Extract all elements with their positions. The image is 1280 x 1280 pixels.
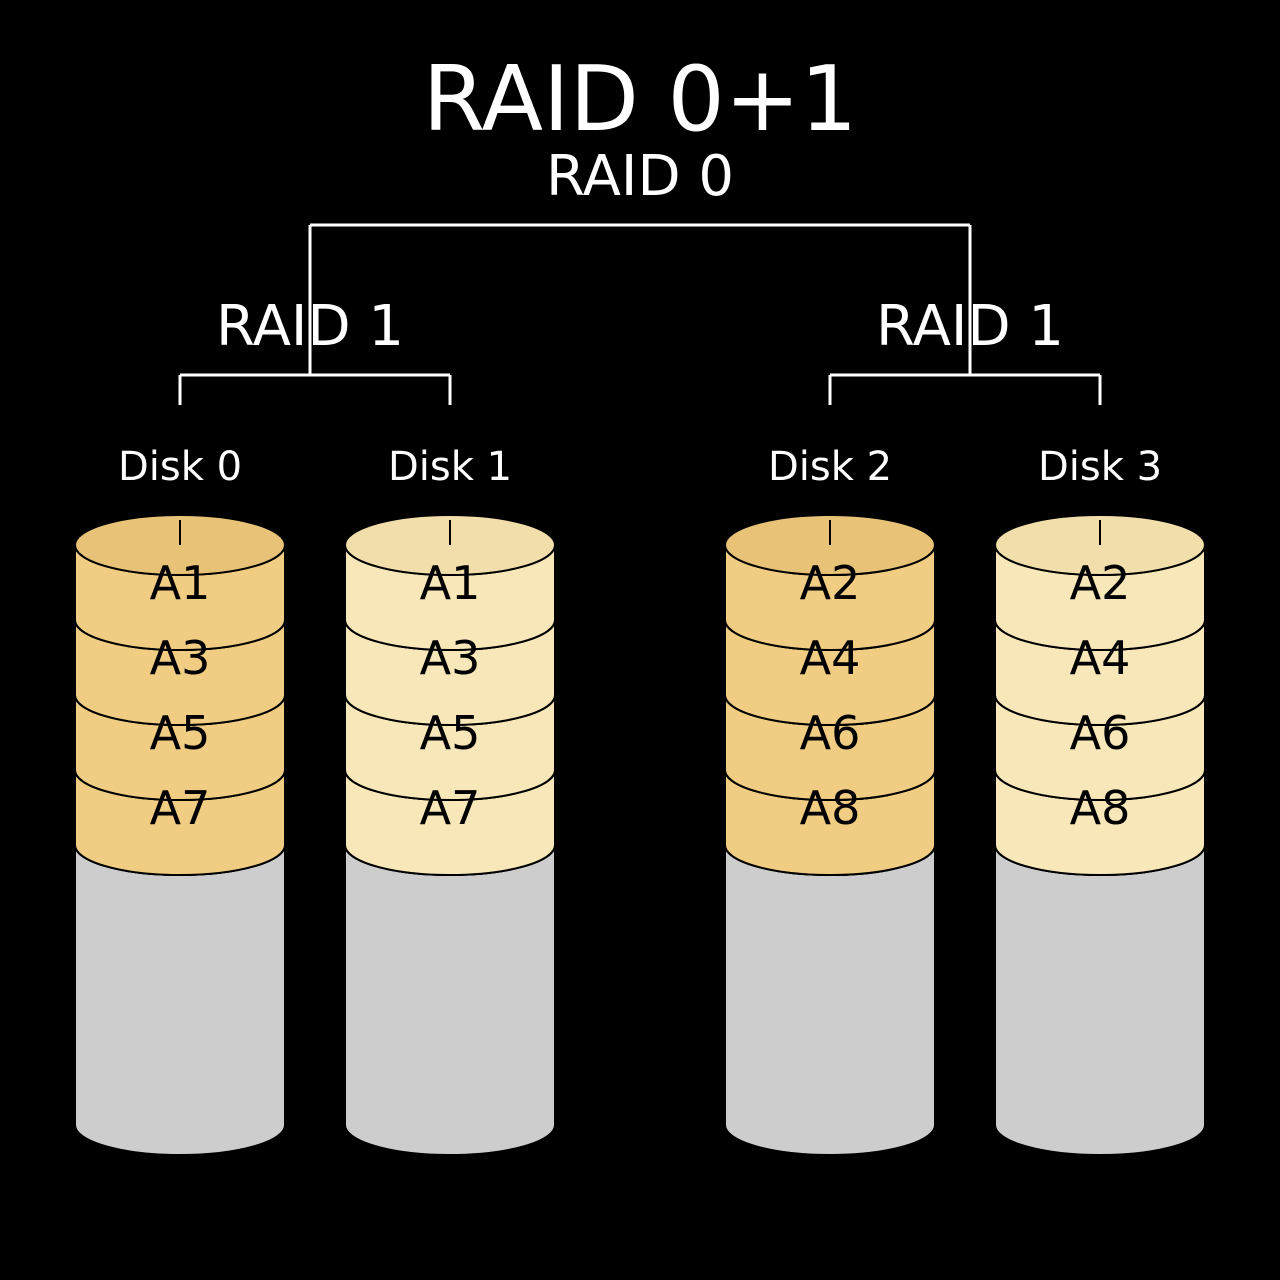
disk2-block-label-2: A6 [800,706,861,760]
disk3-base-body [995,845,1205,1155]
disk0-block-label-3: A7 [150,781,211,835]
disk0-label: Disk 0 [118,444,242,490]
raid-diagram: A1 A3 A5 A7 Disk 0 A1 A3 A5 A7 Disk 1 A2 A4 A6 A8 Disk… [0,0,1280,1280]
disk2-block-label-0: A2 [800,556,861,610]
disk3-block-label-0: A2 [1070,556,1131,610]
disk1-label: Disk 1 [388,444,512,490]
disk2-block-label-3: A8 [800,781,861,835]
raid0-label: RAID 0 [546,144,734,209]
disk3-block-label-3: A8 [1070,781,1131,835]
disk0-block-label-2: A5 [150,706,211,760]
disk0-base-body [75,845,285,1155]
disk1-block-label-1: A3 [420,631,481,685]
disk1-base-body [345,845,555,1155]
disk3-block-label-2: A6 [1070,706,1131,760]
disk1-block-label-0: A1 [420,556,481,610]
disk0-block-label-1: A3 [150,631,211,685]
raid1-label-0: RAID 1 [216,294,404,359]
disk3-label: Disk 3 [1038,444,1162,490]
disk3-block-label-1: A4 [1070,631,1131,685]
raid0-bracket [310,225,970,255]
title: RAID 0+1 [423,47,858,152]
disk0: A1 A3 A5 A7 Disk 0 [75,444,285,1155]
disk2-block-label-1: A4 [800,631,861,685]
disk1-block-label-2: A5 [420,706,481,760]
raid1-label-1: RAID 1 [876,294,1064,359]
disk2-label: Disk 2 [768,444,892,490]
disk1: A1 A3 A5 A7 Disk 1 [345,444,555,1155]
disk2: A2 A4 A6 A8 Disk 2 [725,444,935,1155]
disk1-block-label-3: A7 [420,781,481,835]
disk0-block-label-0: A1 [150,556,211,610]
disk3: A2 A4 A6 A8 Disk 3 [995,444,1205,1155]
disk2-base-body [725,845,935,1155]
